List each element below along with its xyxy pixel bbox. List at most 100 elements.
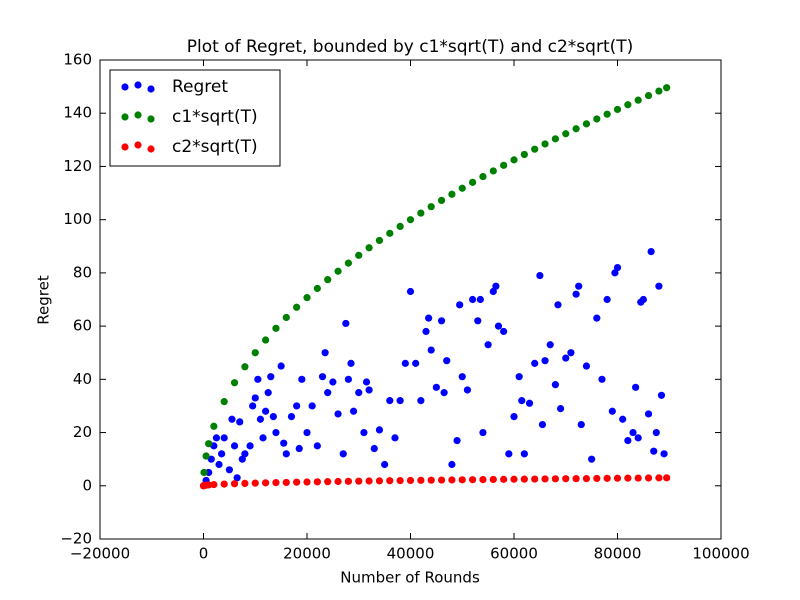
data-point — [386, 477, 394, 485]
data-point — [469, 476, 477, 484]
data-point — [267, 373, 275, 381]
data-point — [598, 375, 606, 383]
data-point — [500, 161, 508, 169]
data-point — [632, 383, 640, 391]
data-point — [262, 407, 270, 415]
data-point — [401, 359, 409, 367]
data-point — [355, 251, 363, 259]
data-point — [518, 397, 526, 405]
data-point — [489, 475, 497, 484]
data-point — [375, 477, 384, 485]
data-point — [225, 466, 233, 474]
legend-marker — [147, 115, 155, 123]
data-point — [293, 402, 301, 410]
data-point — [562, 354, 570, 362]
data-point — [644, 410, 653, 418]
data-point — [500, 475, 508, 483]
data-point — [474, 317, 482, 325]
y-tick-label: 40 — [73, 370, 92, 388]
x-axis-label: Number of Rounds — [340, 569, 480, 587]
data-point — [272, 479, 280, 487]
data-point — [538, 420, 547, 429]
data-point — [650, 447, 658, 455]
data-point — [236, 418, 244, 426]
data-point — [298, 375, 306, 383]
data-point — [324, 478, 332, 486]
data-point — [329, 378, 337, 386]
data-point — [254, 375, 262, 383]
data-point — [593, 115, 601, 123]
data-point — [657, 391, 666, 399]
data-point — [427, 203, 435, 211]
data-point — [406, 287, 415, 296]
data-point — [443, 357, 451, 365]
data-point — [287, 412, 296, 421]
data-point — [593, 314, 601, 322]
data-point — [562, 475, 570, 483]
data-point — [344, 259, 352, 267]
data-point — [624, 101, 632, 109]
data-point — [280, 439, 288, 447]
data-point — [396, 222, 404, 230]
data-point — [233, 474, 241, 482]
data-point — [324, 276, 332, 284]
data-point — [634, 96, 642, 104]
data-point — [510, 412, 518, 421]
data-point — [349, 407, 358, 415]
data-point — [458, 184, 466, 192]
data-point — [536, 271, 544, 280]
data-point — [575, 282, 583, 290]
data-point — [660, 450, 668, 458]
data-point — [303, 428, 311, 437]
data-point — [272, 428, 280, 437]
y-tick-label: 100 — [63, 210, 92, 228]
data-point — [520, 475, 528, 483]
data-point — [458, 373, 466, 381]
data-point — [448, 476, 456, 484]
data-point — [639, 295, 647, 304]
legend: Regret c1*sqrt(T) c2*sqrt(T) — [109, 69, 281, 167]
legend-label: c1*sqrt(T) — [172, 107, 258, 127]
data-point — [456, 301, 464, 309]
data-point — [551, 381, 560, 389]
data-point — [262, 336, 270, 344]
data-point — [406, 476, 415, 485]
data-point — [262, 479, 270, 487]
data-point — [644, 474, 653, 482]
data-point — [494, 322, 503, 330]
data-point — [531, 359, 539, 367]
data-point — [489, 287, 497, 296]
data-point — [391, 434, 399, 442]
data-point — [375, 426, 384, 434]
data-point — [572, 125, 580, 133]
data-point — [510, 475, 518, 483]
data-point — [207, 455, 215, 463]
y-tick-label: 140 — [63, 104, 92, 122]
data-point — [334, 477, 342, 486]
data-point — [463, 386, 472, 394]
data-point — [515, 373, 523, 381]
axis — [99, 59, 722, 540]
data-point — [251, 479, 259, 487]
data-point — [205, 481, 213, 489]
legend-marker — [147, 85, 155, 93]
data-point — [541, 475, 549, 483]
data-point — [469, 295, 477, 304]
data-point — [588, 455, 596, 463]
data-point — [293, 478, 301, 486]
data-point — [647, 248, 655, 256]
data-point — [448, 460, 456, 469]
legend-label: Regret — [172, 77, 228, 97]
data-point — [256, 415, 265, 423]
data-point — [282, 450, 290, 458]
data-point — [437, 476, 446, 484]
data-point — [264, 389, 272, 397]
data-point — [339, 450, 347, 458]
y-axis-label: Regret — [35, 275, 53, 325]
data-point — [469, 178, 477, 186]
data-point — [251, 394, 259, 402]
data-point — [282, 478, 290, 487]
data-point — [308, 402, 316, 410]
data-point — [318, 373, 327, 381]
data-point — [282, 313, 290, 322]
